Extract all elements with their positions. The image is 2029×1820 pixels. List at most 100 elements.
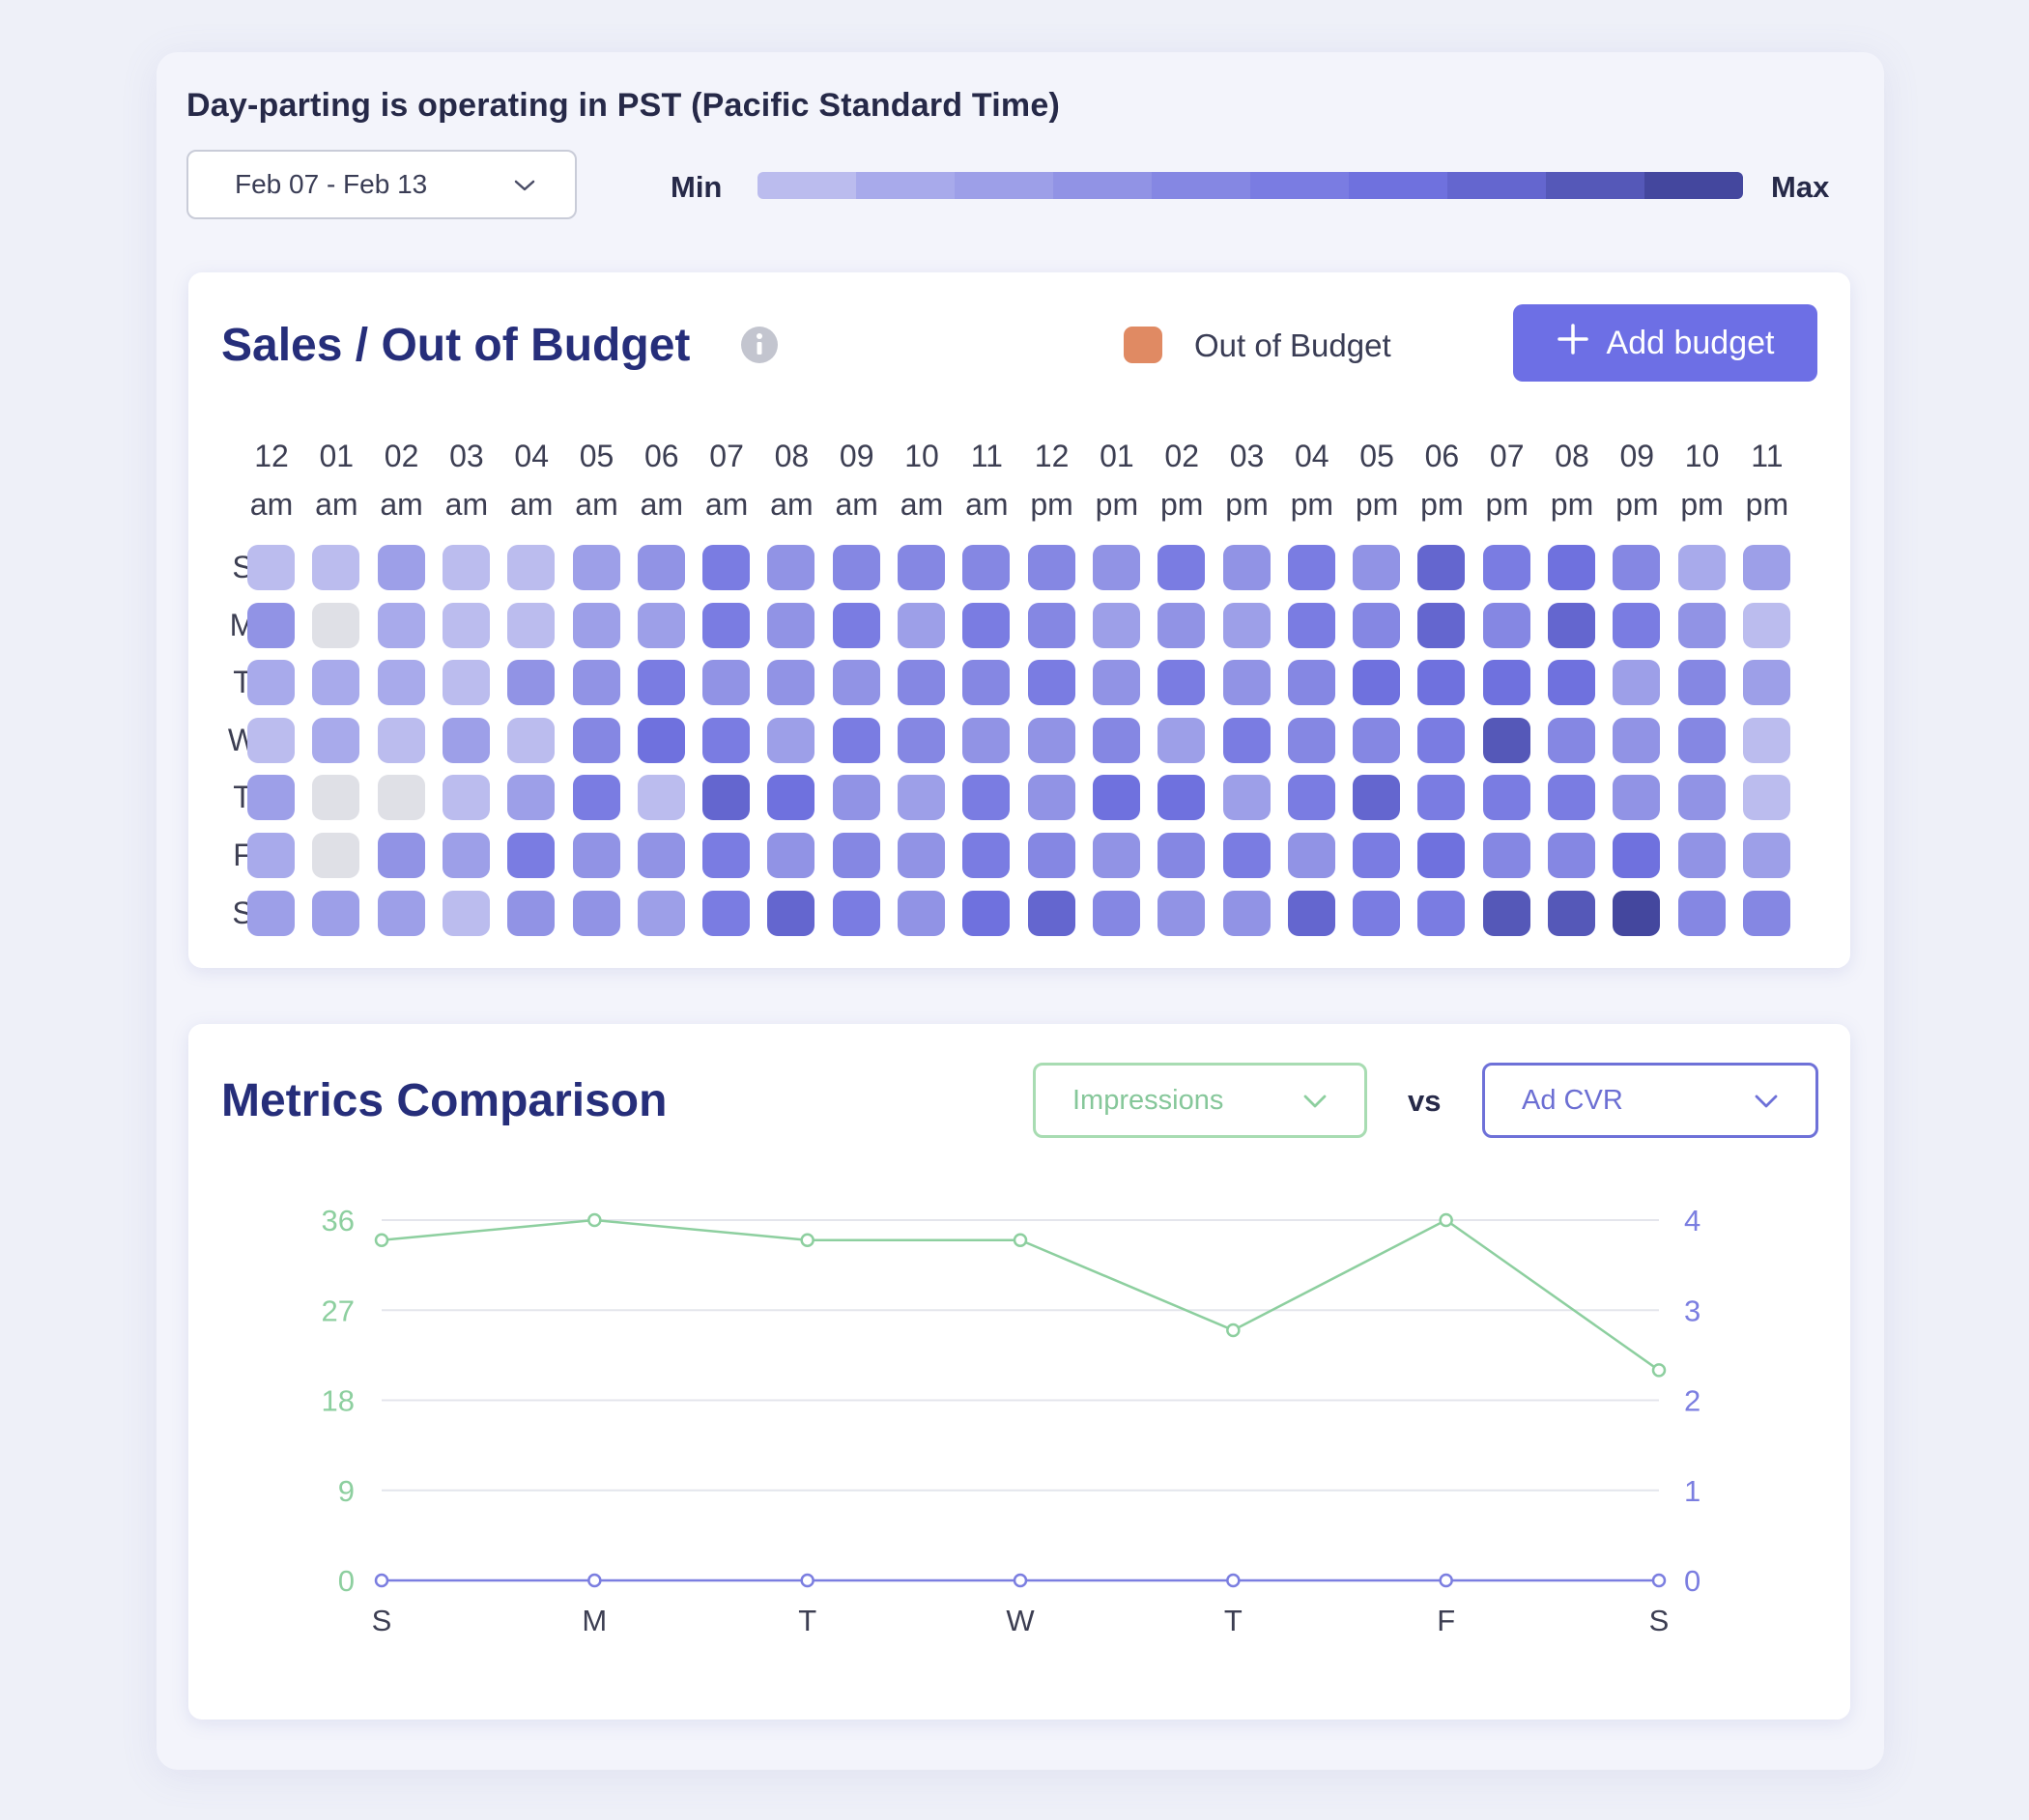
heatmap-cell[interactable] xyxy=(572,890,620,936)
heatmap-cell[interactable] xyxy=(1353,660,1401,706)
heatmap-cell[interactable] xyxy=(1677,775,1726,821)
heatmap-cell[interactable] xyxy=(767,660,815,706)
heatmap-cell[interactable] xyxy=(1417,833,1466,878)
heatmap-cell[interactable] xyxy=(247,833,295,878)
heatmap-cell[interactable] xyxy=(507,717,556,763)
heatmap-cell[interactable] xyxy=(702,833,751,878)
heatmap-cell[interactable] xyxy=(1353,833,1401,878)
heatmap-cell[interactable] xyxy=(377,660,425,706)
info-icon[interactable] xyxy=(740,326,779,364)
heatmap-cell[interactable] xyxy=(507,890,556,936)
heatmap-cell[interactable] xyxy=(898,660,945,706)
heatmap-cell[interactable] xyxy=(442,833,490,878)
heatmap-cell[interactable] xyxy=(1742,602,1790,648)
heatmap-cell[interactable] xyxy=(1417,890,1466,936)
heatmap-cell[interactable] xyxy=(1677,890,1726,936)
heatmap-cell[interactable] xyxy=(1092,602,1140,648)
heatmap-cell[interactable] xyxy=(702,660,751,706)
heatmap-cell[interactable] xyxy=(637,775,685,821)
heatmap-cell[interactable] xyxy=(442,775,490,821)
heatmap-cell[interactable] xyxy=(1027,717,1075,763)
heatmap-cell[interactable] xyxy=(1742,775,1790,821)
heatmap-cell[interactable] xyxy=(247,545,295,590)
heatmap-cell[interactable] xyxy=(1548,775,1595,821)
heatmap-cell[interactable] xyxy=(312,545,360,590)
heatmap-cell[interactable] xyxy=(572,660,620,706)
heatmap-cell[interactable] xyxy=(1613,833,1661,878)
heatmap-cell[interactable] xyxy=(312,602,360,648)
heatmap-cell[interactable] xyxy=(962,660,1011,706)
heatmap-cell[interactable] xyxy=(1417,602,1466,648)
heatmap-cell[interactable] xyxy=(572,545,620,590)
heatmap-cell[interactable] xyxy=(442,890,490,936)
heatmap-cell[interactable] xyxy=(1027,833,1075,878)
heatmap-cell[interactable] xyxy=(1027,545,1075,590)
heatmap-cell[interactable] xyxy=(312,890,360,936)
add-budget-button[interactable]: Add budget xyxy=(1513,304,1817,382)
heatmap-cell[interactable] xyxy=(377,775,425,821)
heatmap-cell[interactable] xyxy=(572,602,620,648)
heatmap-cell[interactable] xyxy=(1157,660,1206,706)
heatmap-cell[interactable] xyxy=(1613,775,1661,821)
heatmap-cell[interactable] xyxy=(1157,717,1206,763)
heatmap-cell[interactable] xyxy=(1742,717,1790,763)
heatmap-cell[interactable] xyxy=(1482,602,1530,648)
heatmap-cell[interactable] xyxy=(898,833,945,878)
heatmap-cell[interactable] xyxy=(1222,545,1271,590)
heatmap-cell[interactable] xyxy=(1482,775,1530,821)
heatmap-cell[interactable] xyxy=(1092,717,1140,763)
heatmap-cell[interactable] xyxy=(1222,660,1271,706)
heatmap-cell[interactable] xyxy=(247,602,295,648)
heatmap-cell[interactable] xyxy=(702,890,751,936)
heatmap-cell[interactable] xyxy=(1417,660,1466,706)
heatmap-cell[interactable] xyxy=(1417,717,1466,763)
heatmap-cell[interactable] xyxy=(1222,717,1271,763)
heatmap-cell[interactable] xyxy=(962,602,1011,648)
heatmap-cell[interactable] xyxy=(962,890,1011,936)
heatmap-cell[interactable] xyxy=(898,545,945,590)
heatmap-cell[interactable] xyxy=(1027,660,1075,706)
date-range-select[interactable]: Feb 07 - Feb 13 xyxy=(186,150,577,219)
heatmap-cell[interactable] xyxy=(637,833,685,878)
heatmap-cell[interactable] xyxy=(767,775,815,821)
heatmap-cell[interactable] xyxy=(1092,660,1140,706)
heatmap-cell[interactable] xyxy=(637,602,685,648)
heatmap-cell[interactable] xyxy=(1548,660,1595,706)
heatmap-cell[interactable] xyxy=(1353,890,1401,936)
heatmap-cell[interactable] xyxy=(1548,602,1595,648)
heatmap-cell[interactable] xyxy=(767,717,815,763)
heatmap-cell[interactable] xyxy=(898,602,945,648)
left-metric-select[interactable]: Impressions xyxy=(1033,1063,1367,1138)
heatmap-cell[interactable] xyxy=(1027,602,1075,648)
heatmap-cell[interactable] xyxy=(507,833,556,878)
heatmap-cell[interactable] xyxy=(1417,545,1466,590)
heatmap-cell[interactable] xyxy=(898,890,945,936)
heatmap-cell[interactable] xyxy=(1092,833,1140,878)
heatmap-cell[interactable] xyxy=(1677,602,1726,648)
heatmap-cell[interactable] xyxy=(507,602,556,648)
heatmap-cell[interactable] xyxy=(247,890,295,936)
heatmap-cell[interactable] xyxy=(1287,660,1335,706)
heatmap-cell[interactable] xyxy=(507,660,556,706)
heatmap-cell[interactable] xyxy=(1613,545,1661,590)
heatmap-cell[interactable] xyxy=(377,890,425,936)
heatmap-cell[interactable] xyxy=(767,890,815,936)
heatmap-cell[interactable] xyxy=(1677,660,1726,706)
heatmap-cell[interactable] xyxy=(1742,833,1790,878)
heatmap-cell[interactable] xyxy=(1417,775,1466,821)
heatmap-cell[interactable] xyxy=(1222,890,1271,936)
heatmap-cell[interactable] xyxy=(1548,833,1595,878)
heatmap-cell[interactable] xyxy=(1092,890,1140,936)
heatmap-cell[interactable] xyxy=(1287,717,1335,763)
heatmap-cell[interactable] xyxy=(312,660,360,706)
heatmap-cell[interactable] xyxy=(637,660,685,706)
heatmap-cell[interactable] xyxy=(637,890,685,936)
heatmap-cell[interactable] xyxy=(1482,717,1530,763)
heatmap-cell[interactable] xyxy=(702,602,751,648)
heatmap-cell[interactable] xyxy=(898,717,945,763)
heatmap-cell[interactable] xyxy=(312,717,360,763)
heatmap-cell[interactable] xyxy=(1613,890,1661,936)
heatmap-cell[interactable] xyxy=(767,602,815,648)
heatmap-cell[interactable] xyxy=(1742,545,1790,590)
heatmap-cell[interactable] xyxy=(1157,775,1206,821)
